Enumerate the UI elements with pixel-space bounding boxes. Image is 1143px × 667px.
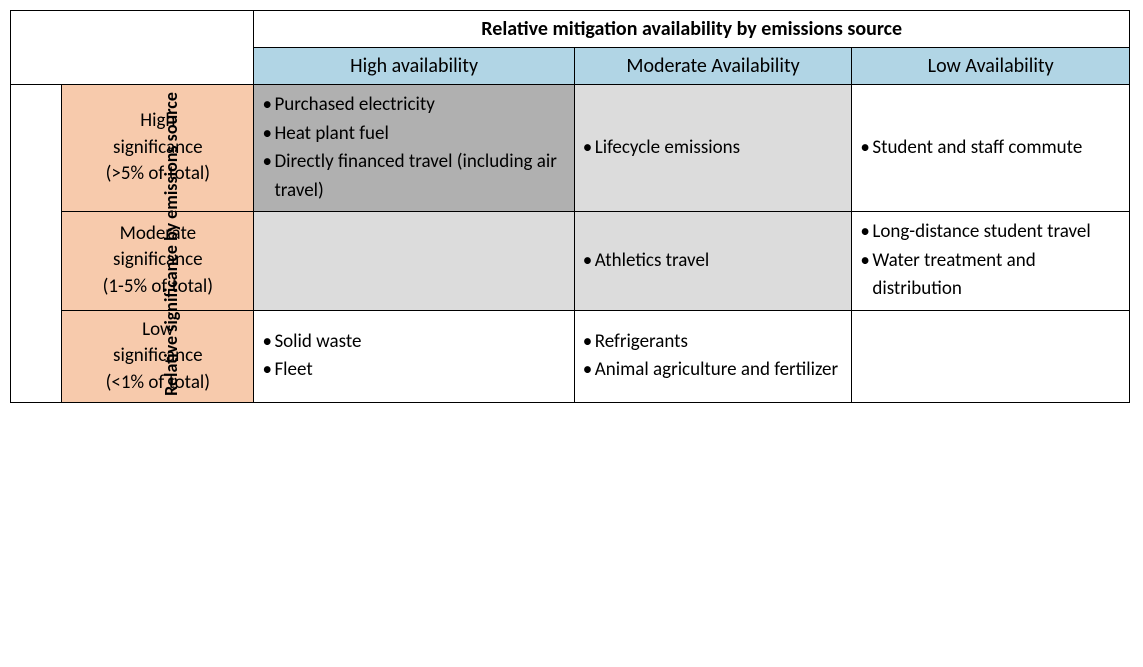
col-header-low: Low Availability — [852, 48, 1130, 85]
list-item: Athletics travel — [583, 247, 844, 276]
top-title: Relative mitigation availability by emis… — [254, 11, 1130, 48]
cell-high-high: Purchased electricityHeat plant fuelDire… — [254, 85, 574, 212]
row-label-line: (1-5% of total) — [103, 275, 213, 298]
list-item: Heat plant fuel — [262, 120, 565, 149]
row-label-line: Moderate — [120, 222, 196, 245]
row-label-line: significance — [113, 344, 203, 367]
row-label-line: significance — [113, 248, 203, 271]
cell-low-low — [852, 310, 1130, 403]
list-item: Lifecycle emissions — [583, 134, 844, 163]
list-item: Purchased electricity — [262, 91, 565, 120]
row-header-high: High significance (>5% of total) — [62, 85, 254, 212]
list-item: Student and staff commute — [860, 134, 1121, 163]
row-header-moderate: Moderate significance (1-5% of total) — [62, 212, 254, 311]
row-label-line: significance — [113, 136, 203, 159]
list-item: Animal agriculture and fertilizer — [583, 356, 844, 385]
col-header-moderate: Moderate Availability — [574, 48, 852, 85]
row-label-line: (>5% of total) — [106, 162, 210, 185]
cell-moderate-high — [254, 212, 574, 311]
cell-low-moderate: RefrigerantsAnimal agriculture and ferti… — [574, 310, 852, 403]
cell-moderate-low: Long-distance student travelWater treatm… — [852, 212, 1130, 311]
col-header-high: High availability — [254, 48, 574, 85]
row-header-low: Low significance (<1% of total) — [62, 310, 254, 403]
list-item: Fleet — [262, 356, 565, 385]
side-title: Relative significance by emissions sourc… — [11, 85, 62, 403]
cell-low-high: Solid wasteFleet — [254, 310, 574, 403]
cell-moderate-moderate: Athletics travel — [574, 212, 852, 311]
emissions-matrix-table: Relative mitigation availability by emis… — [10, 10, 1130, 403]
row-label-line: (<1% of total) — [106, 371, 210, 394]
list-item: Water treatment and distribution — [860, 247, 1121, 304]
header-row-1: Relative mitigation availability by emis… — [11, 11, 1130, 48]
cell-high-moderate: Lifecycle emissions — [574, 85, 852, 212]
cell-high-low: Student and staff commute — [852, 85, 1130, 212]
list-item: Solid waste — [262, 328, 565, 357]
list-item: Refrigerants — [583, 328, 844, 357]
side-title-text: Relative significance by emissions sourc… — [160, 92, 182, 396]
corner-blank — [11, 11, 254, 85]
list-item: Long-distance student travel — [860, 218, 1121, 247]
data-row-high: Relative significance by emissions sourc… — [11, 85, 1130, 212]
list-item: Directly financed travel (including air … — [262, 148, 565, 205]
